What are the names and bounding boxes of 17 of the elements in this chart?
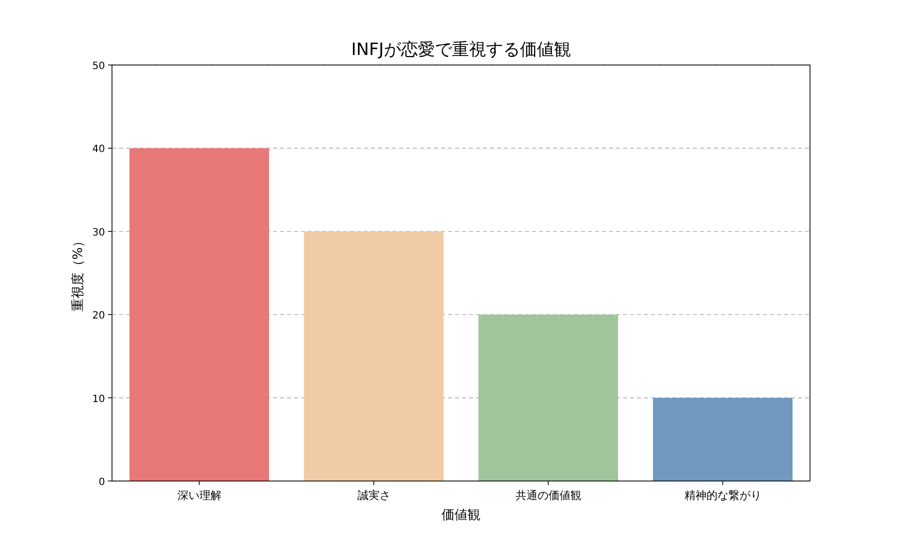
- bar: [478, 314, 618, 481]
- chart-title: INFJが恋愛で重視する価値観: [351, 40, 571, 60]
- y-tick-label: 40: [92, 144, 105, 156]
- bar: [129, 148, 270, 481]
- y-tick-label: 10: [92, 394, 105, 405]
- y-axis-title: 重視度（%）: [70, 234, 86, 312]
- bar: [652, 398, 793, 481]
- y-tick-label: 30: [92, 227, 105, 238]
- y-tick-label: 50: [92, 61, 105, 72]
- y-tick-label: 20: [92, 310, 105, 322]
- x-tick-label: 精神的な繋がり: [684, 489, 762, 502]
- y-tick-label: 0: [98, 477, 105, 488]
- bar: [304, 231, 444, 481]
- x-axis-title: 価値観: [442, 508, 480, 523]
- x-tick-label: 深い理解: [177, 489, 222, 502]
- x-tick-label: 共通の価値観: [515, 489, 582, 502]
- x-tick-label: 誠実さ: [357, 489, 390, 502]
